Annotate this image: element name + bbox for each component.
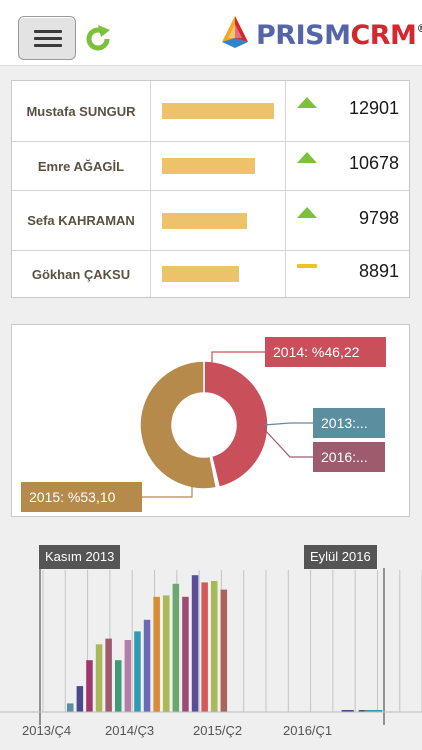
table-row[interactable]: Emre AĞAGİL 10678 <box>12 142 409 191</box>
value-bar <box>162 158 255 174</box>
donut-slice-2015[interactable] <box>139 360 218 490</box>
sales-value: 12901 <box>348 98 399 118</box>
logo-text-prism: PRISM <box>256 20 351 51</box>
timeline-bar[interactable] <box>134 631 141 712</box>
timeline-bar[interactable] <box>220 589 228 712</box>
x-tick-label: 2014/Ç3 <box>105 723 155 738</box>
app-header: PRISMCRM® <box>0 0 422 66</box>
sales-value: 10678 <box>348 153 399 173</box>
timeline-bar[interactable] <box>375 710 383 712</box>
logo-text-crm: CRM <box>350 20 417 51</box>
value-bar-cell <box>151 251 286 297</box>
timeline-bar[interactable] <box>76 686 84 712</box>
slice-label-2014[interactable]: 2014: %46,22 <box>265 337 386 367</box>
range-start-flag[interactable]: Kasım 2013 <box>39 545 121 569</box>
salesperson-name: Emre AĞAGİL <box>12 142 151 190</box>
timeline-bar[interactable] <box>153 596 160 712</box>
timeline-bar[interactable] <box>370 710 377 712</box>
leader-line <box>263 422 313 426</box>
timeline-bar[interactable] <box>201 582 208 712</box>
refresh-icon[interactable] <box>83 24 113 54</box>
timeline-bar[interactable] <box>163 595 170 712</box>
timeline-bar[interactable] <box>105 638 112 712</box>
timeline-bar[interactable] <box>211 581 218 712</box>
timeline-bar[interactable] <box>347 710 354 712</box>
timeline-bar[interactable] <box>67 703 74 712</box>
slice-label-2016[interactable]: 2016:... <box>313 442 385 472</box>
table-row[interactable]: Mustafa SUNGUR 12901 <box>12 81 409 142</box>
timeline-bar[interactable] <box>182 596 189 712</box>
timeline-bar[interactable] <box>191 575 199 712</box>
timeline-bar[interactable] <box>115 660 122 712</box>
hamburger-icon <box>34 37 62 40</box>
timeline-bar[interactable] <box>95 644 103 712</box>
leader-line <box>211 351 265 363</box>
timeline-bar[interactable] <box>86 660 93 712</box>
sales-value: 9798 <box>358 207 399 228</box>
timeline-bar[interactable] <box>124 640 132 712</box>
x-tick-label: 2016/Ç1 <box>283 723 333 738</box>
table-row[interactable]: Sefa KAHRAMAN 9798 <box>12 191 409 251</box>
salesperson-name: Sefa KAHRAMAN <box>12 191 151 250</box>
value-bar-cell <box>151 191 286 250</box>
registered-mark: ® <box>416 22 422 35</box>
leader-line <box>142 485 193 498</box>
timeline-chart-svg <box>0 568 422 725</box>
timeline-bar[interactable] <box>341 710 349 712</box>
prism-logo-icon <box>222 16 248 48</box>
leader-line <box>263 428 313 458</box>
prismcrm-logo: PRISMCRM® <box>218 14 422 54</box>
sales-value: 8891 <box>358 261 399 281</box>
hamburger-icon <box>34 30 62 33</box>
value-bar <box>162 266 239 282</box>
donut-slice-2014[interactable] <box>203 360 269 489</box>
value-bar <box>162 103 274 119</box>
salesperson-name: Mustafa SUNGUR <box>12 81 151 141</box>
sales-ranking-table: Mustafa SUNGUR 12901 Emre AĞAGİL 10678 Sefa … <box>11 80 410 298</box>
timeline-bar[interactable] <box>358 710 366 712</box>
hamburger-icon <box>34 44 62 47</box>
slice-label-2015[interactable]: 2015: %53,10 <box>21 482 142 512</box>
x-tick-label: 2013/Ç4 <box>22 723 72 738</box>
value-bar <box>162 212 247 229</box>
quarterly-timeline-chart[interactable]: Kasım 2013 Eylül 2016 2013/Ç4 2014/Ç3 20… <box>0 540 422 750</box>
range-end-flag[interactable]: Eylül 2016 <box>304 545 377 569</box>
donut-chart-svg <box>139 351 313 498</box>
x-tick-label: 2015/Ç2 <box>193 723 243 738</box>
year-share-donut-chart: 2014: %46,22 2013:... 2016:... 2015: %53,10 <box>11 324 410 517</box>
value-bar-cell <box>151 142 286 190</box>
salesperson-name: Gökhan ÇAKSU <box>12 251 151 297</box>
logo-text: PRISMCRM® <box>256 20 422 51</box>
slice-label-2013[interactable]: 2013:... <box>313 408 385 438</box>
menu-button[interactable] <box>18 16 76 60</box>
timeline-bar[interactable] <box>364 710 371 712</box>
table-row[interactable]: Gökhan ÇAKSU 8891 <box>12 251 409 297</box>
value-bar-cell <box>151 81 286 141</box>
timeline-bar[interactable] <box>143 619 151 712</box>
timeline-bar[interactable] <box>172 583 180 712</box>
